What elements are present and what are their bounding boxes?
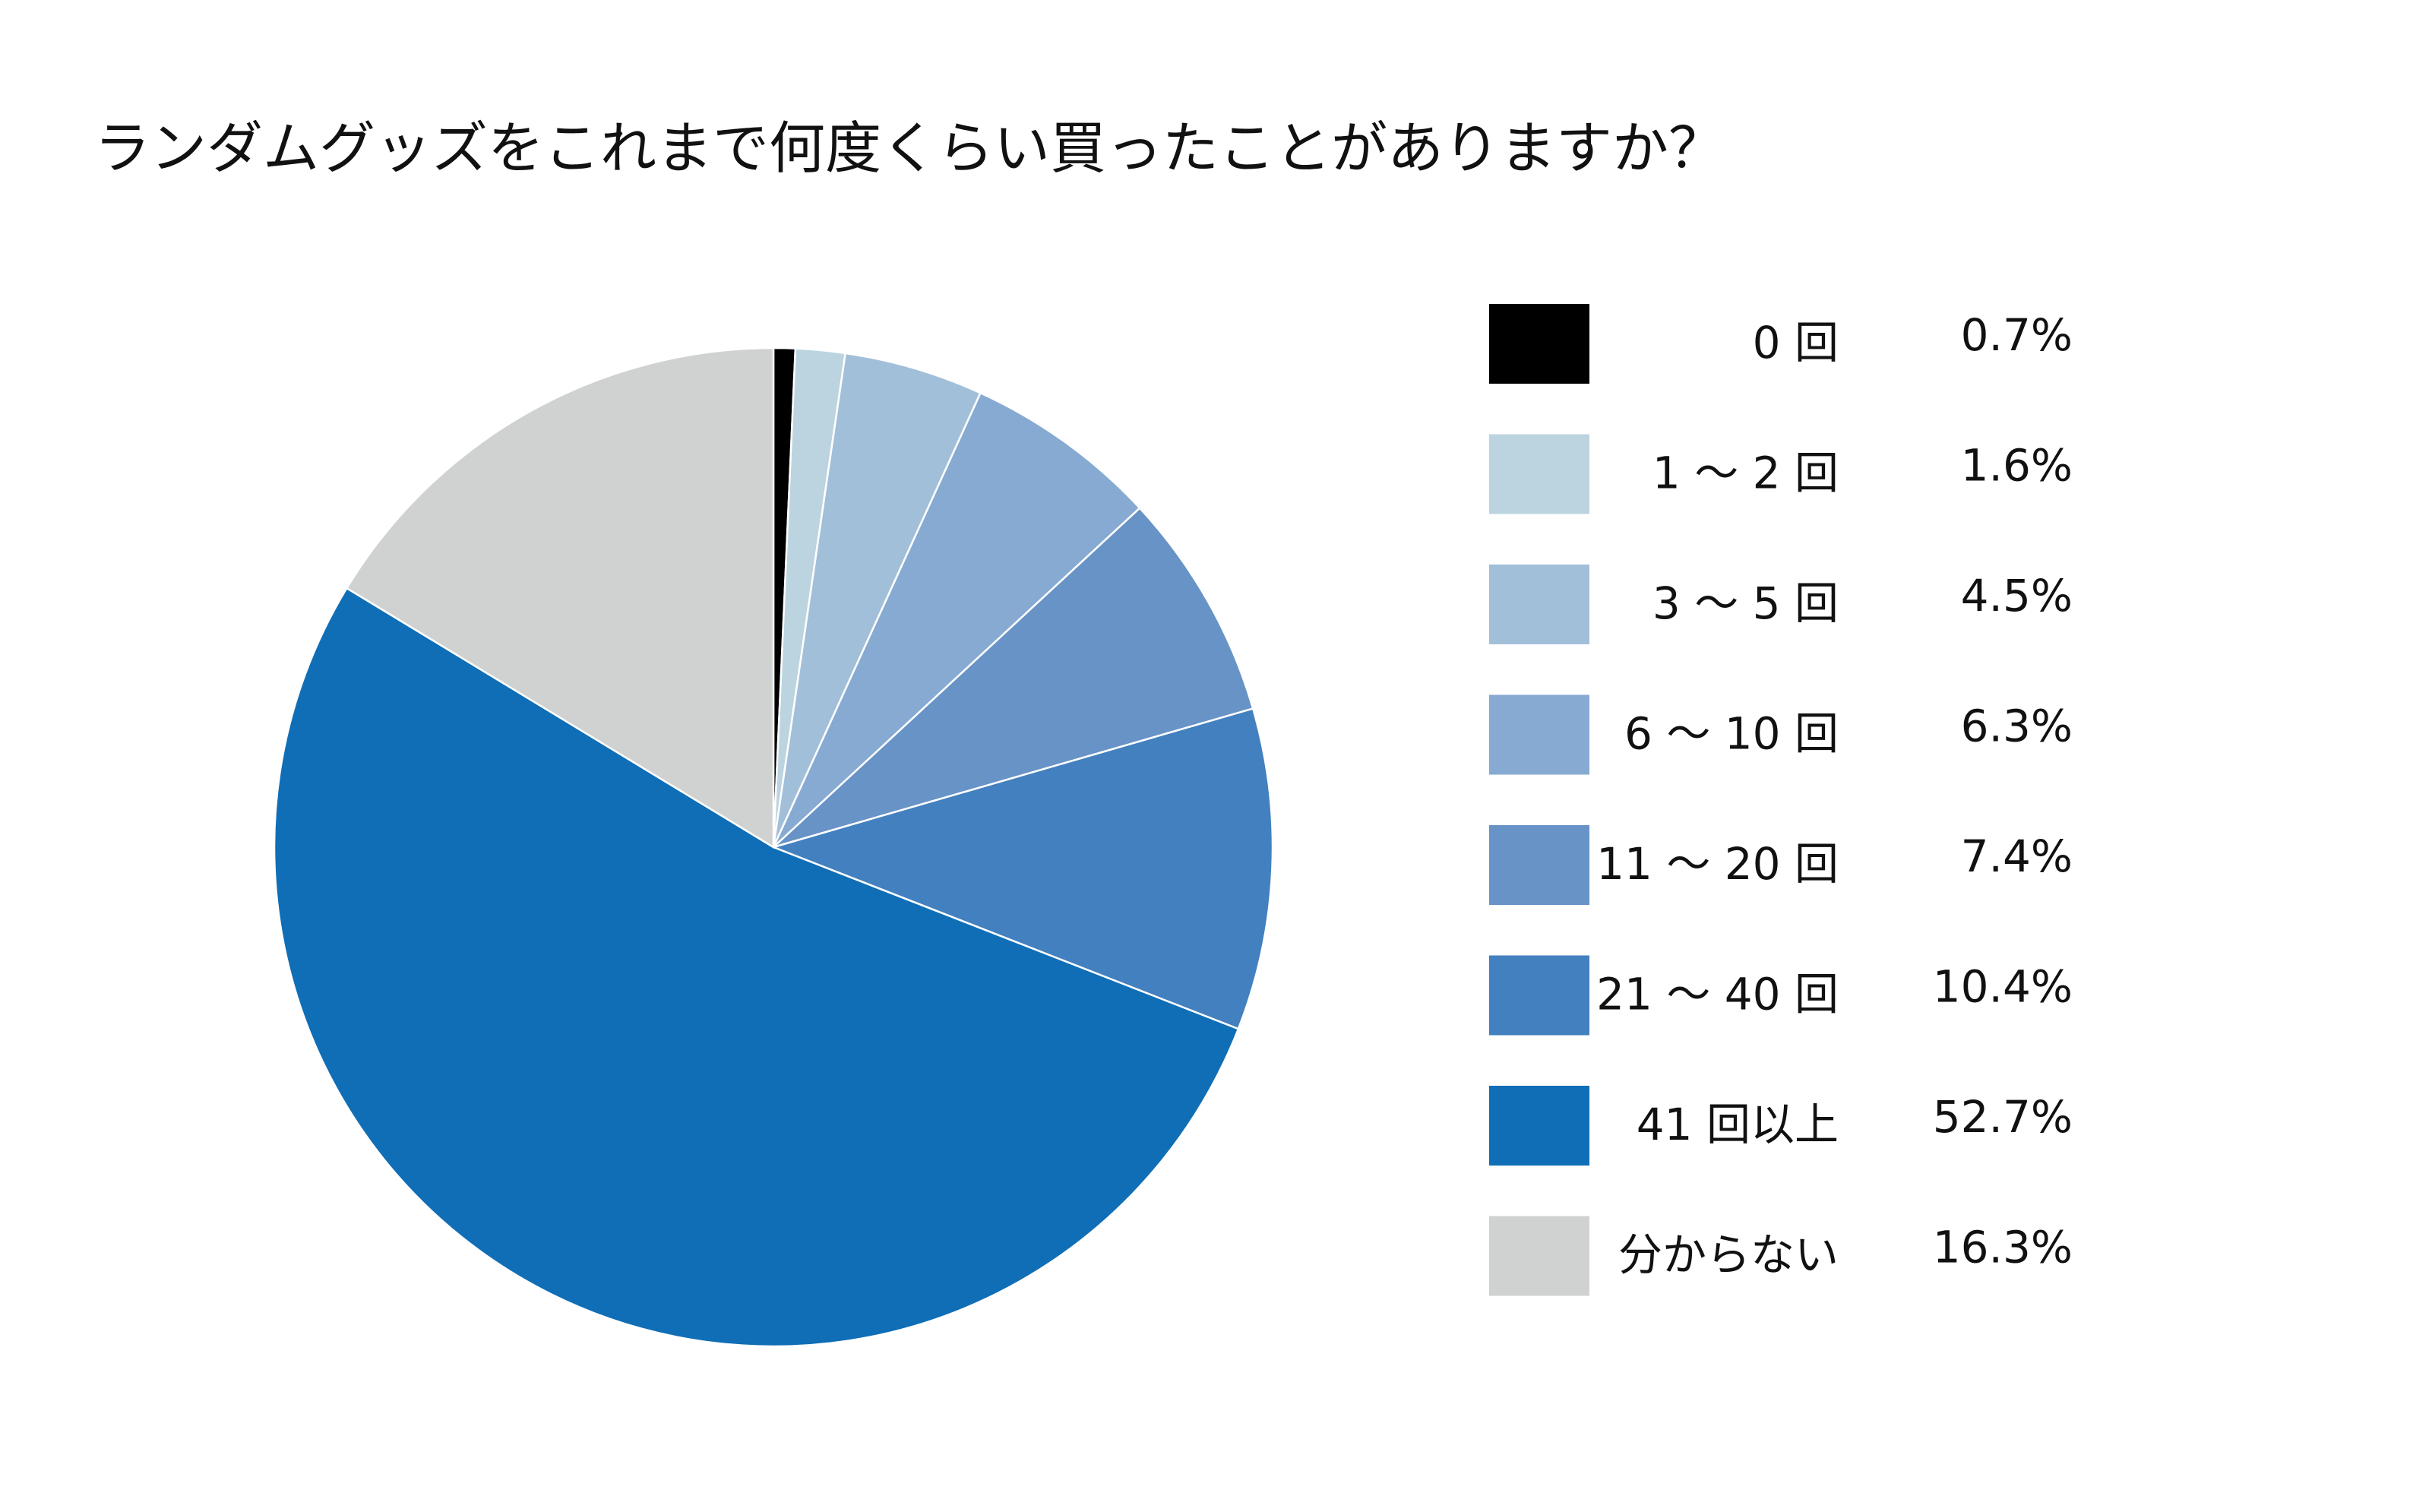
- legend-swatch: [1489, 694, 1589, 775]
- legend-value: 6.3%: [1961, 701, 2073, 752]
- legend-value: 16.3%: [1933, 1222, 2073, 1273]
- legend-swatch: [1489, 434, 1589, 514]
- legend-label: 6 〜 10 回: [1624, 708, 1839, 760]
- legend-label: 分からない: [1618, 1229, 1839, 1281]
- legend-swatch: [1489, 1086, 1589, 1166]
- legend-value: 52.7%: [1933, 1091, 2073, 1143]
- legend-swatch: [1489, 1216, 1589, 1296]
- pie-slice: [345, 346, 775, 849]
- legend-value: 0.7%: [1961, 309, 2073, 361]
- pie-slice: [772, 352, 982, 848]
- legend-value: 4.5%: [1961, 570, 2073, 622]
- legend-label: 1 〜 2 回: [1652, 448, 1839, 499]
- legend-label: 11 〜 20 回: [1596, 838, 1839, 890]
- legend-value: 10.4%: [1933, 961, 2073, 1013]
- legend-label: 41 回以上: [1637, 1099, 1839, 1150]
- legend-label: 3 〜 5 回: [1652, 577, 1839, 629]
- pie-slice: [770, 707, 1274, 1030]
- legend-swatch: [1489, 825, 1589, 905]
- legend-swatch: [1489, 304, 1589, 384]
- pie-slice: [773, 506, 1254, 849]
- pie-slice: [273, 587, 1240, 1348]
- legend-label: 21 〜 40 回: [1596, 969, 1839, 1020]
- legend-value: 7.4%: [1961, 830, 2073, 882]
- chart-title: ランダムグッズをこれまで何度くらい買ったことがありますか？: [94, 116, 1725, 182]
- legend-label: 0 回: [1753, 317, 1839, 369]
- legend-value: 1.6%: [1961, 440, 2073, 492]
- legend-swatch: [1489, 565, 1589, 644]
- pie-slice: [772, 391, 1141, 848]
- legend-swatch: [1489, 955, 1589, 1036]
